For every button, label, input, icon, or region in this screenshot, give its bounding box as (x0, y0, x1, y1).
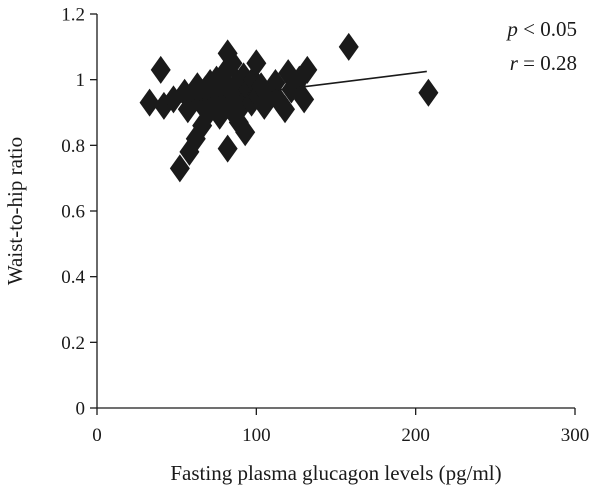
data-point (294, 85, 315, 114)
y-axis-title: Waist-to-hip ratio (3, 137, 27, 285)
y-tick-label: 1 (76, 70, 86, 91)
p-value-annotation: p < 0.05 (505, 17, 577, 41)
p-symbol: p (505, 17, 518, 41)
y-tick-label: 1.2 (61, 5, 85, 26)
p-value-text: < 0.05 (518, 17, 577, 41)
x-tick-label: 300 (561, 425, 590, 446)
y-tick-label: 0.2 (61, 333, 85, 354)
axes: 0 0.2 0.4 0.6 0.8 1 1.2 0 100 200 300 (61, 5, 589, 447)
data-points (139, 32, 439, 183)
x-tick-label: 0 (92, 425, 102, 446)
r-value-text: = 0.28 (518, 51, 577, 75)
data-point (169, 154, 190, 183)
data-point (235, 118, 256, 147)
data-point (297, 55, 318, 84)
y-tick-label: 0 (76, 399, 86, 420)
trendline (149, 70, 427, 107)
trendline-group (149, 70, 427, 107)
data-point (217, 134, 238, 163)
data-point (150, 55, 171, 84)
r-value-annotation: r = 0.28 (510, 51, 577, 75)
x-tick-label: 100 (242, 425, 271, 446)
x-tick-label: 200 (401, 425, 430, 446)
data-point (338, 32, 359, 61)
data-point (185, 124, 206, 153)
data-point (246, 49, 267, 78)
data-point (275, 95, 296, 124)
r-symbol: r (510, 51, 519, 75)
y-tick-label: 0.6 (61, 202, 85, 223)
y-tick-label: 0.4 (61, 267, 85, 288)
y-tick-label: 0.8 (61, 136, 85, 157)
data-point (418, 78, 439, 107)
x-axis-title: Fasting plasma glucagon levels (pg/ml) (170, 461, 501, 485)
data-point (241, 88, 262, 117)
data-point (139, 88, 160, 117)
